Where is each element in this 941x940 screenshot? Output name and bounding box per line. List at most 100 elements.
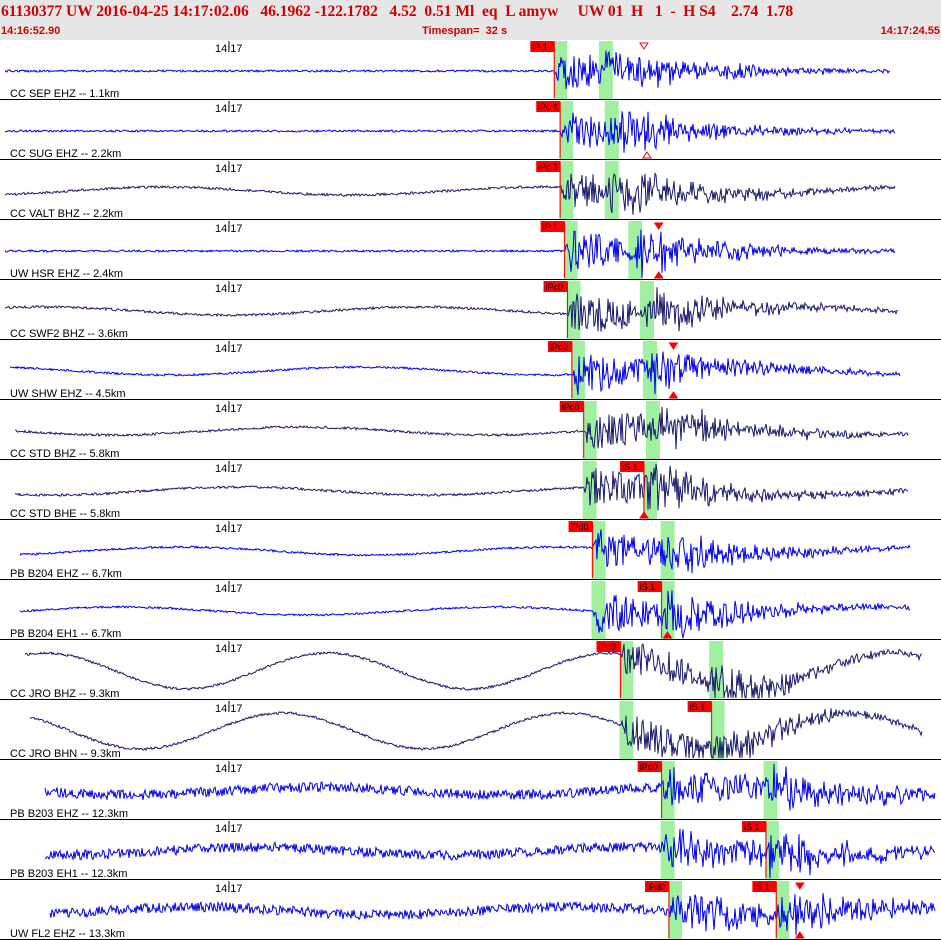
waveform [24,643,923,700]
minute-tick-label: 14:17 [215,703,243,715]
station-label: CC SEP EHZ -- 1.1km [10,88,119,100]
pick-flag [619,461,644,472]
pick-flag [644,881,669,892]
waveform [44,763,936,811]
pick-flag [568,521,593,532]
pick-label: iPd0 [640,762,658,772]
waveform [19,590,911,639]
amplitude-marker [642,151,652,159]
pick-flag [543,281,568,292]
waveform [44,828,936,879]
start-time: 14:16:52.90 [1,25,61,37]
pick-flag [540,221,565,232]
minute-tick-label: 14:17 [215,103,243,115]
waveform [4,229,896,278]
minute-tick-label: 14:17 [215,823,243,835]
pick-window [640,281,655,339]
trace-row: 14:17 iPc0 UW SHW EHZ -- 4.5km [0,341,941,400]
pick-label: iS 1 [622,462,638,472]
trace-row: 14:17 iPc0 CC JRO BHZ -- 9.3km [0,641,941,700]
trace-row: 14:17 iPc0 CC STD BHZ -- 5.8km [0,401,941,460]
trace-row: 14:17 iPc 1 CC SUG EHZ -- 2.2km [0,101,941,160]
pick-window [642,461,657,519]
pick-label: iPc0 [550,342,568,352]
waveform [4,287,899,332]
timespan-label: Timespan= 32 s [422,25,508,37]
pick-label: iPd0 [571,522,589,532]
station-label: UW FL2 EHZ -- 13.3km [10,928,125,940]
pick-label: iPc0 [546,282,564,292]
amplitude-marker [653,222,664,230]
minute-tick-label: 14:17 [215,523,243,535]
waveform [4,50,890,90]
trace-row: 14:17 iPd0 PB B204 EHZ -- 6.7km [0,521,941,580]
pick-window [591,521,606,579]
pick-flag [559,401,584,412]
waveform [15,406,909,450]
waveform [15,463,909,511]
amplitude-marker [794,882,805,890]
minute-tick-label: 14:17 [215,403,243,415]
pick-label: iS 1 [640,582,656,592]
minute-tick-label: 14:17 [215,883,243,895]
waveform [29,708,923,760]
pick-flag [752,881,777,892]
station-label: PB B204 EH1 -- 6.7km [10,628,121,640]
pick-flag [536,101,561,112]
pick-flag [596,641,621,652]
station-label: CC JRO BHZ -- 9.3km [10,688,119,700]
amplitude-marker [653,271,664,279]
trace-row: 14:17 iPd0 PB B203 EHZ -- 12.3km [0,761,941,820]
waveform [49,893,936,936]
minute-tick-label: 14:17 [215,343,243,355]
pick-label: iPc0 [598,642,616,652]
minute-tick-label: 14:17 [215,763,243,775]
pick-label: iS 1 [690,702,706,712]
trace-row: 14:17 iS 1 PB B203 EH1 -- 12.3km [0,821,941,880]
trace-row: 14:17 iS 1 CC STD BHE -- 5.8km [0,461,941,520]
station-label: UW SHW EHZ -- 4.5km [10,388,126,400]
trace-row: 14:17 iPc 1 CC VALT BHZ -- 2.2km [0,161,941,220]
pick-label: iP 1 [543,222,558,232]
pick-window [619,641,634,699]
end-time: 14:17:24.55 [880,25,940,37]
minute-tick-label: 14:17 [215,43,243,55]
minute-tick-label: 14:17 [215,283,243,295]
station-label: PB B204 EHZ -- 6.7km [10,568,122,580]
event-header: 61130377 UW 2016-04-25 14:17:02.06 46.19… [0,0,941,40]
pick-window [763,761,778,819]
amplitude-marker [668,391,679,399]
amplitude-marker [662,631,673,639]
station-label: CC STD BHZ -- 5.8km [10,448,119,460]
pick-label: iPd0 [647,882,665,892]
minute-tick-label: 14:17 [215,463,243,475]
trace-row: 14:17 iS 1 PB B204 EH1 -- 6.7km [0,581,941,640]
minute-tick-label: 14:17 [215,583,243,595]
pick-window [645,401,660,459]
waveform [4,172,896,215]
pick-label: iP 1 [532,42,547,52]
amplitude-marker [668,342,679,350]
pick-label: iPc 1 [538,162,558,172]
pick-label: iPc0 [562,402,580,412]
pick-label: iS 1 [744,822,760,832]
event-summary: 61130377 UW 2016-04-25 14:17:02.06 46.19… [1,3,794,20]
trace-row: 14:17 iS 1 CC JRO BHN -- 9.3km [0,701,941,760]
pick-flag [742,821,767,832]
pick-flag [530,41,555,52]
amplitude-marker [639,511,649,519]
amplitude-marker [794,931,805,939]
pick-flag [547,341,572,352]
pick-flag [637,761,662,772]
amplitude-marker [639,42,649,50]
pick-flag [536,161,561,172]
station-label: CC VALT BHZ -- 2.2km [10,208,123,220]
minute-tick-label: 14:17 [215,223,243,235]
minute-tick-label: 14:17 [215,163,243,175]
station-label: PB B203 EH1 -- 12.3km [10,868,127,880]
pick-label: iPc 1 [538,102,558,112]
station-label: UW HSR EHZ -- 2.4km [10,268,123,280]
station-label: CC STD BHE -- 5.8km [10,508,120,520]
trace-row: 14:17 iP 1 UW HSR EHZ -- 2.4km [0,221,941,280]
pick-flag [687,701,712,712]
